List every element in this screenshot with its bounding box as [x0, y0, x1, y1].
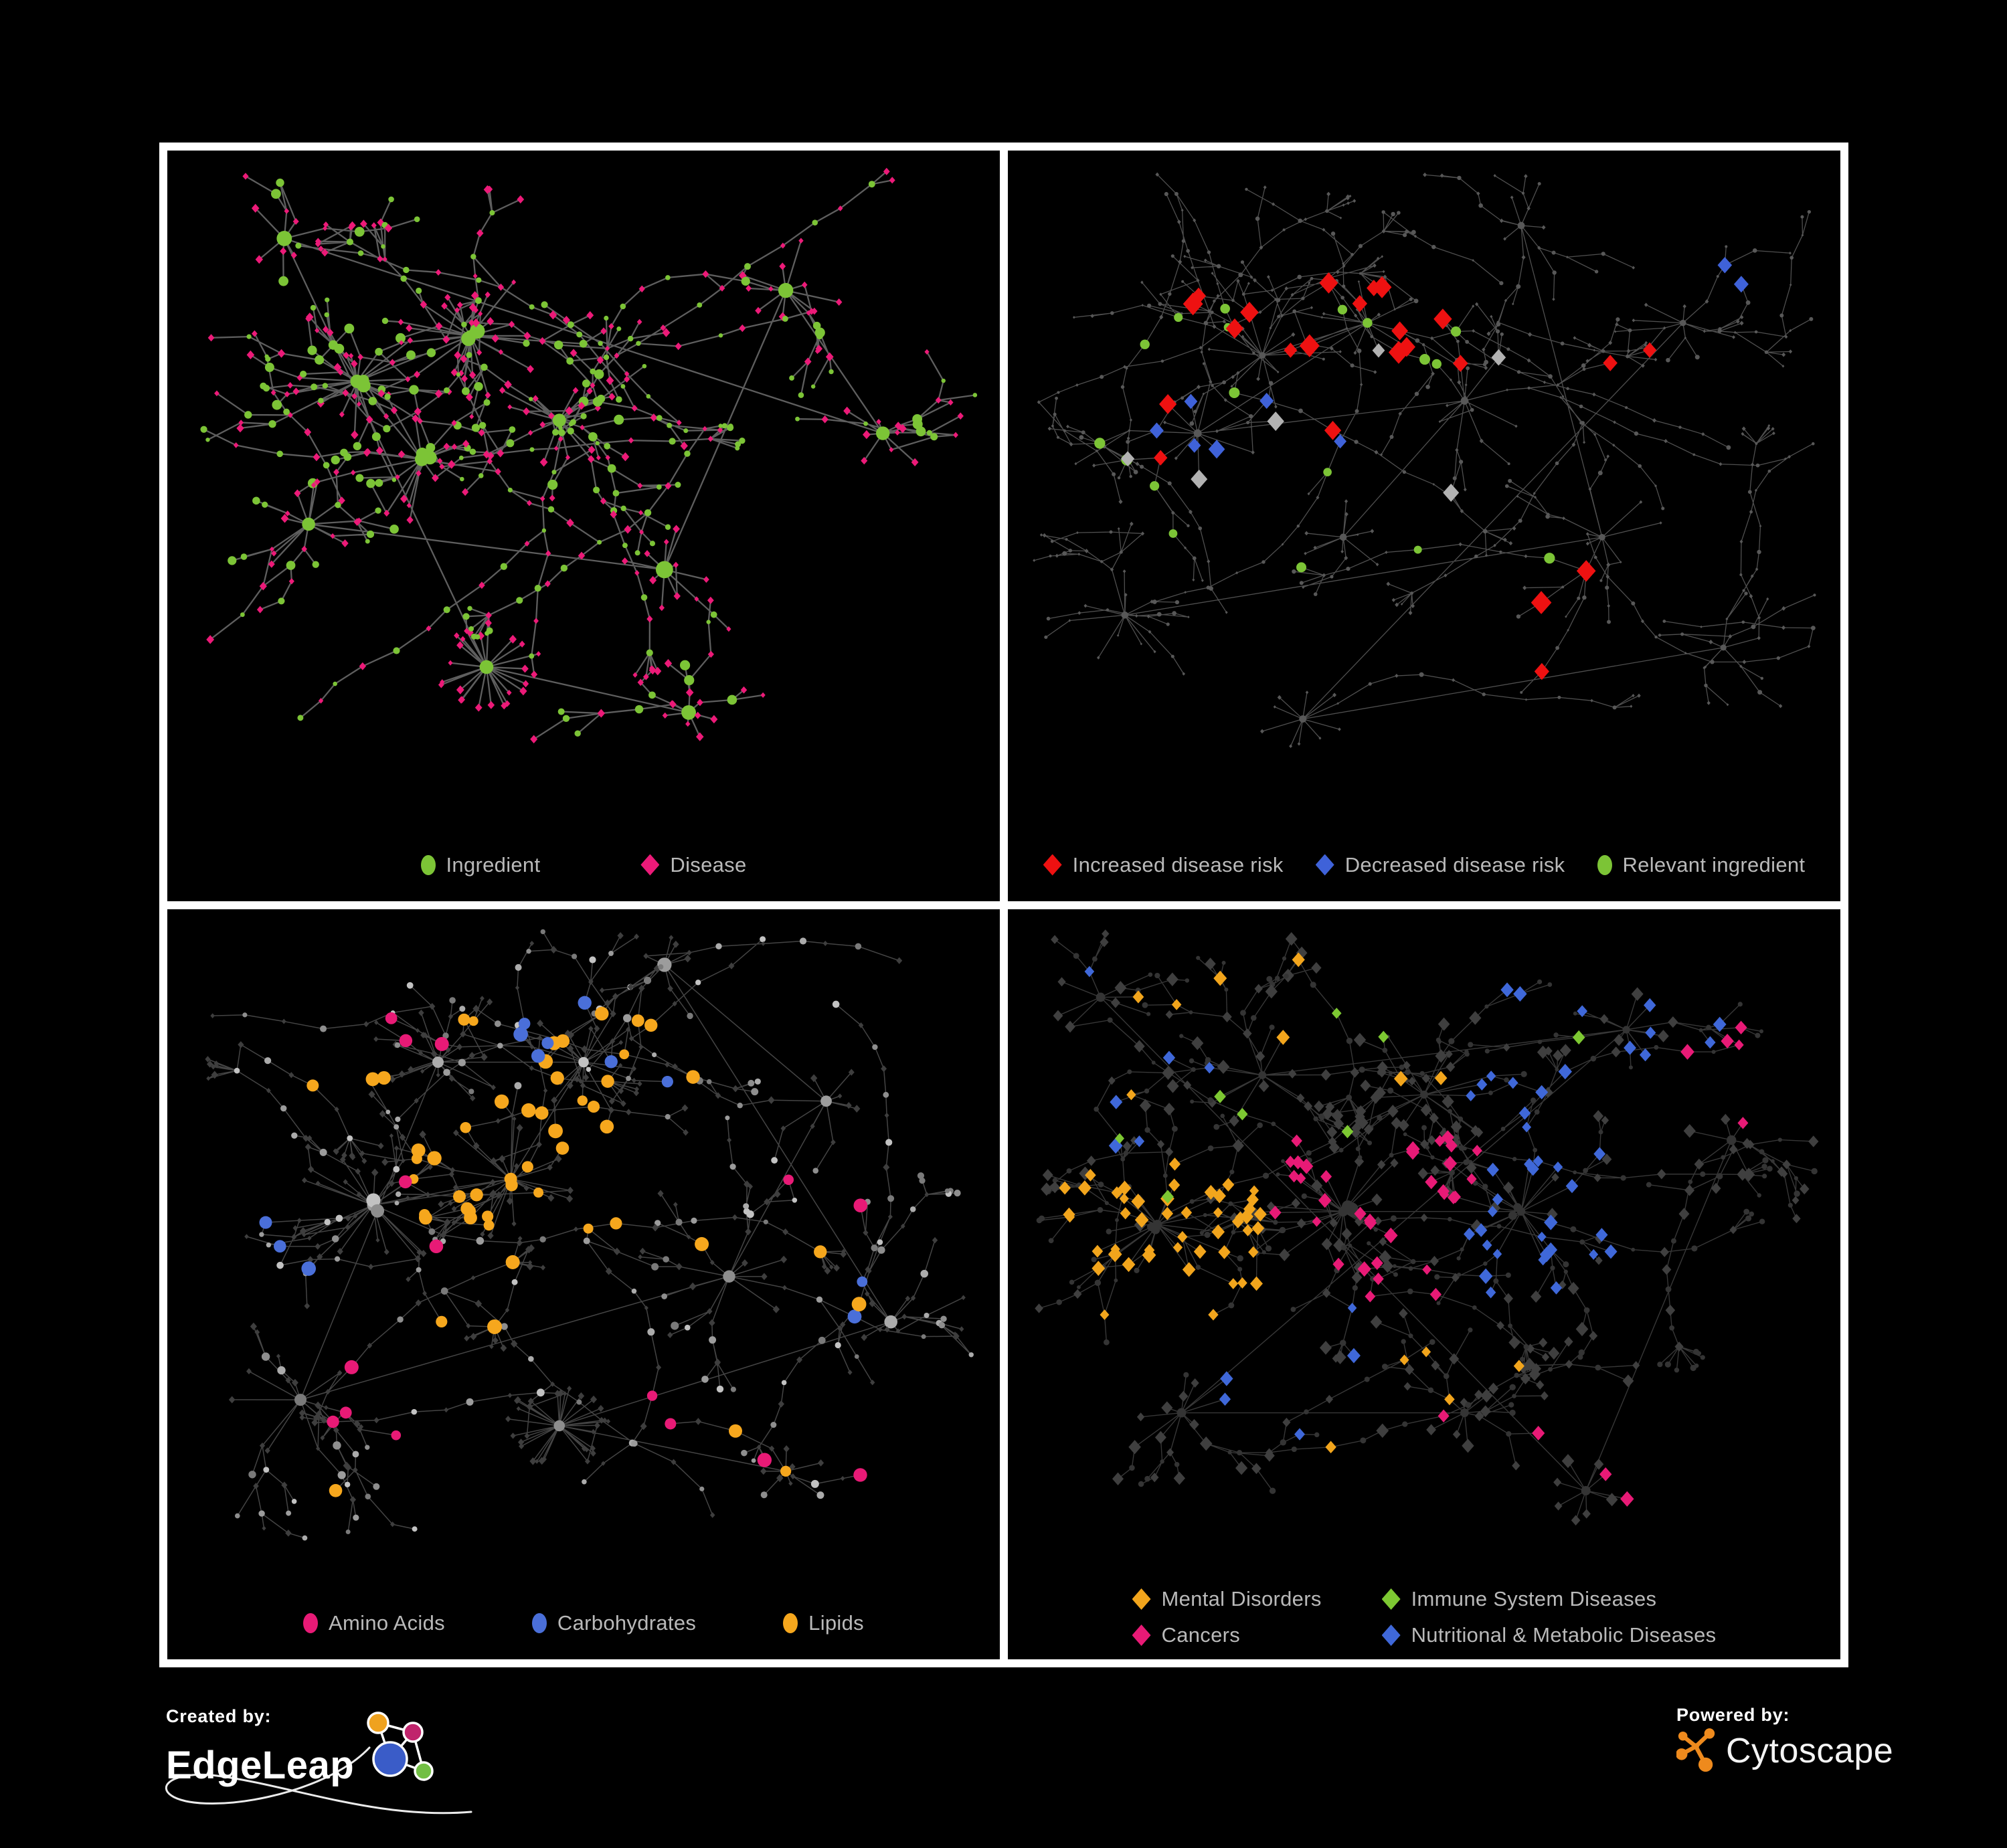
diamond-marker-icon	[640, 854, 660, 876]
legend-item-lipids: Lipids	[783, 1611, 864, 1635]
legend-ingredient-disease: Ingredient Disease	[167, 853, 1000, 877]
cytoscape-logo-icon	[1676, 1728, 1715, 1772]
circle-marker-icon	[531, 1613, 547, 1633]
circle-marker-icon	[1597, 854, 1612, 875]
legend-label: Nutritional & Metabolic Diseases	[1411, 1623, 1717, 1647]
network-graph-disease-groups	[1035, 929, 1819, 1526]
panel-grid: Ingredient Disease Increased disease risk…	[159, 143, 1848, 1667]
legend-label: Increased disease risk	[1072, 852, 1284, 876]
network-graph-disease-risk	[1033, 172, 1816, 748]
circle-marker-icon	[420, 854, 436, 875]
legend-item-disease: Disease	[640, 853, 746, 877]
diamond-marker-icon	[1381, 1588, 1401, 1610]
legend-disease-risk: Increased disease risk Decreased disease …	[1008, 853, 1840, 877]
diamond-marker-icon	[1043, 854, 1062, 876]
panel-disease-risk: Increased disease risk Decreased disease …	[1008, 151, 1840, 901]
diamond-marker-icon	[1315, 854, 1334, 876]
network-graph-ingredient-groups	[205, 929, 974, 1541]
diamond-marker-icon	[1132, 1588, 1151, 1610]
circle-marker-icon	[783, 1613, 798, 1633]
legend-item-decreased-disease-risk: Decreased disease risk	[1315, 852, 1565, 877]
legend-label: Mental Disorders	[1161, 1587, 1322, 1610]
legend-item-increased-disease-risk: Increased disease risk	[1043, 853, 1284, 877]
diamond-marker-icon	[1381, 1625, 1401, 1646]
legend-label: Disease	[670, 852, 747, 876]
powered-by-label: Powered by:	[1676, 1705, 1790, 1725]
circle-marker-icon	[303, 1613, 319, 1633]
network-graph-ingredient-disease	[200, 167, 978, 744]
edgeleap-wordmark: EdgeLeap	[166, 1744, 355, 1787]
legend-item-amino-acids: Amino Acids	[303, 1611, 445, 1635]
legend-label: Relevant ingredient	[1622, 852, 1806, 876]
legend-label: Cancers	[1161, 1623, 1241, 1647]
legend-label: Ingredient	[446, 852, 541, 876]
legend-label: Decreased disease risk	[1344, 852, 1565, 876]
edgeleap-logo-icon	[367, 1712, 434, 1781]
legend-item-mental-disorders: Mental Disorders	[1132, 1587, 1322, 1611]
legend-item-cancers: Cancers	[1132, 1623, 1241, 1647]
legend-disease-groups: Mental Disorders Immune System Diseases Ca…	[1008, 1587, 1840, 1647]
panel-ingredient-groups: Amino Acids Carbohydrates Lipids	[167, 909, 1000, 1659]
legend-label: Amino Acids	[329, 1611, 445, 1635]
legend-label: Immune System Diseases	[1411, 1587, 1657, 1610]
legend-item-immune-system-diseases: Immune System Diseases	[1381, 1587, 1657, 1611]
panel-ingredient-disease: Ingredient Disease	[167, 151, 1000, 901]
created-by-block: Created by: EdgeLeap	[165, 1706, 472, 1815]
legend-item-relevant-ingredient: Relevant ingredient	[1597, 853, 1806, 877]
legend-item-carbohydrates: Carbohydrates	[531, 1611, 697, 1635]
powered-by-block: Powered by: Cytoscape	[1676, 1705, 1893, 1775]
legend-label: Carbohydrates	[557, 1611, 697, 1635]
diamond-marker-icon	[1132, 1625, 1151, 1646]
legend-label: Lipids	[808, 1611, 864, 1635]
panel-disease-groups: Mental Disorders Immune System Diseases Ca…	[1008, 909, 1840, 1659]
created-by-label: Created by:	[166, 1706, 272, 1726]
legend-item-nutritional-metabolic-diseases: Nutritional & Metabolic Diseases	[1381, 1623, 1717, 1647]
legend-item-ingredient: Ingredient	[420, 852, 541, 877]
legend-ingredient-groups: Amino Acids Carbohydrates Lipids	[167, 1611, 1000, 1635]
cytoscape-wordmark: Cytoscape	[1726, 1732, 1894, 1770]
